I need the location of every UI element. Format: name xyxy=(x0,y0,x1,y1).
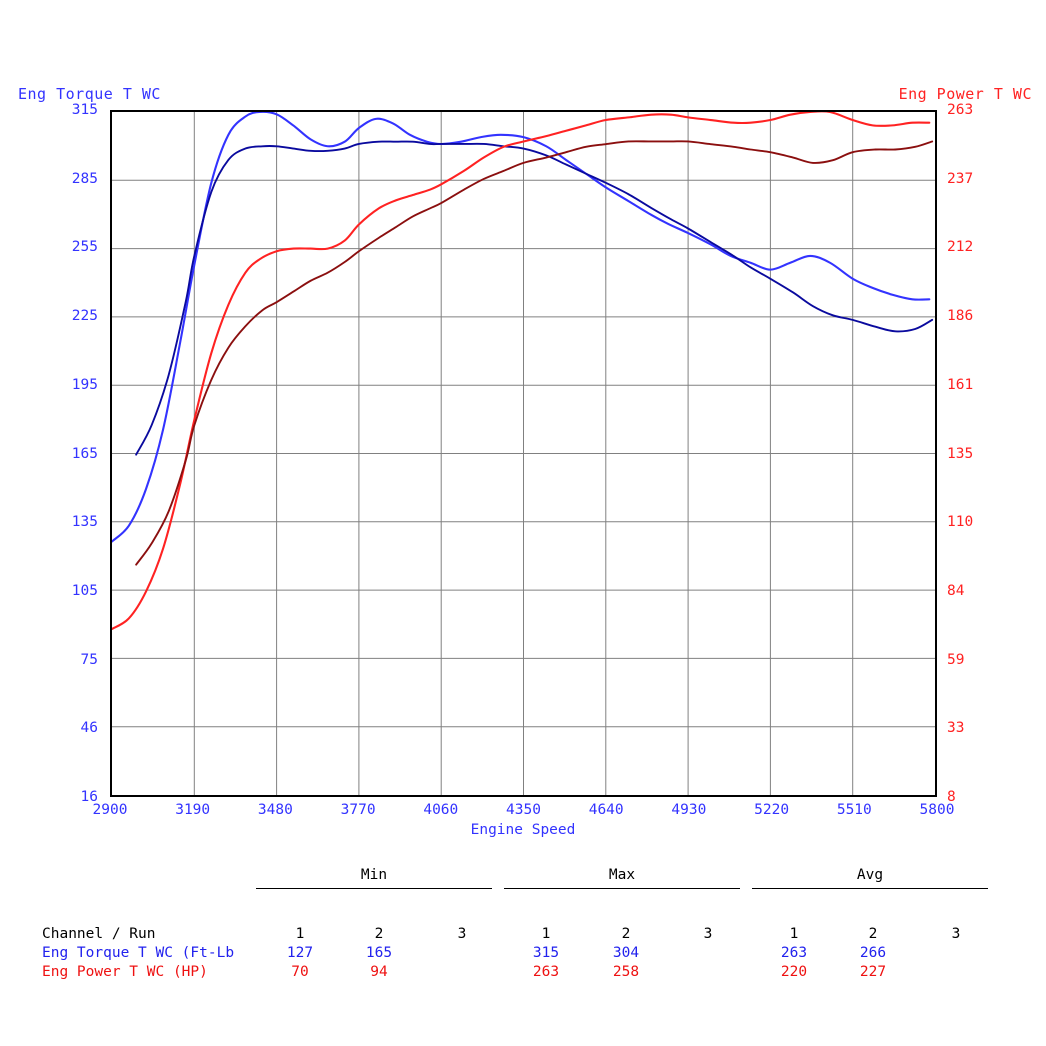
x-axis-tick-label: 5510 xyxy=(836,802,872,818)
series-path-0 xyxy=(112,112,931,543)
x-axis-tick-label: 3190 xyxy=(175,802,211,818)
x-axis-title: Engine Speed xyxy=(470,822,576,838)
x-axis-tick-label: 4350 xyxy=(506,802,541,818)
x-axis-tick-label: 5800 xyxy=(919,802,955,818)
summary-value-min: 127 xyxy=(286,945,314,961)
summary-value-avg: 227 xyxy=(859,964,887,980)
left-axis-tick-label: 255 xyxy=(71,239,98,256)
left-axis-title: Eng Torque T WC xyxy=(18,85,161,103)
summary-group-max: Max xyxy=(504,866,740,900)
summary-run-number: 1 xyxy=(295,926,305,942)
summary-value-avg: 266 xyxy=(859,945,887,961)
left-axis-tick-label: 285 xyxy=(71,170,98,187)
summary-run-number: 1 xyxy=(789,926,799,942)
left-axis-tick-label: 165 xyxy=(71,445,98,462)
summary-value-max: 304 xyxy=(612,945,640,961)
summary-value-max: 258 xyxy=(612,964,640,980)
x-axis-tick-label: 5220 xyxy=(754,802,790,818)
x-axis-tick-label: 3480 xyxy=(257,802,293,818)
summary-group-rule xyxy=(752,888,988,889)
summary-row-label: Eng Power T WC (HP) xyxy=(42,964,208,980)
summary-run-number: 2 xyxy=(621,926,631,942)
right-axis-tick-label: 8 xyxy=(947,789,956,805)
summary-header-row: Channel / Run 1 2 3 1 2 3 1 2 3 xyxy=(0,906,1046,942)
left-axis-tick-label: 75 xyxy=(80,651,98,668)
summary-value-max: 315 xyxy=(532,945,560,961)
summary-group-label: Min xyxy=(360,867,388,883)
summary-channel-header: Channel / Run xyxy=(42,926,156,942)
summary-run-number: 3 xyxy=(457,926,467,942)
x-axis-tick-label: 4930 xyxy=(671,802,707,818)
x-axis-tick-label: 4060 xyxy=(423,802,459,818)
summary-value-min: 70 xyxy=(291,964,309,980)
x-axis-tick-label: 4640 xyxy=(588,802,624,818)
series-path-2 xyxy=(112,112,931,630)
summary-group-rule xyxy=(504,888,740,889)
summary-value-min: 165 xyxy=(365,945,393,961)
summary-value-avg: 220 xyxy=(780,964,808,980)
grid-lines xyxy=(112,112,935,795)
summary-group-avg: Avg xyxy=(752,866,988,900)
plot-area xyxy=(110,110,937,797)
summary-run-number: 1 xyxy=(541,926,551,942)
summary-data-row: Eng Power T WC (HP) 70 94 263 258 220 227 xyxy=(0,944,1046,980)
right-axis-tick-label: 237 xyxy=(947,170,974,187)
left-axis-tick-label: 195 xyxy=(71,376,98,393)
right-axis-tick-label: 110 xyxy=(947,514,974,531)
x-axis-tick-label: 3770 xyxy=(340,802,376,818)
summary-row-label: Eng Torque T WC (Ft-Lb xyxy=(42,945,235,961)
summary-value-max: 263 xyxy=(532,964,560,980)
summary-group-min: Min xyxy=(256,866,492,900)
summary-run-number: 2 xyxy=(868,926,878,942)
curve-layer xyxy=(112,112,934,630)
summary-data-row: Eng Torque T WC (Ft-Lb 127 165 315 304 263 266 xyxy=(0,925,1046,961)
right-axis-tick-label: 33 xyxy=(947,720,965,737)
right-axis-title: Eng Power T WC xyxy=(898,85,1032,103)
right-axis-tick-label: 212 xyxy=(947,239,974,256)
summary-value-avg: 263 xyxy=(780,945,808,961)
right-axis-tick-label: 161 xyxy=(947,376,974,393)
left-axis-tick-label: 315 xyxy=(71,102,98,118)
right-axis-tick-label: 263 xyxy=(947,102,974,118)
left-axis-tick-label: 225 xyxy=(71,308,98,325)
summary-group-rule xyxy=(256,888,492,889)
left-axis-tick-label: 105 xyxy=(71,582,98,599)
right-axis-tick-label: 59 xyxy=(947,651,965,668)
left-axis-tick-label: 135 xyxy=(71,514,98,531)
series-path-3 xyxy=(135,140,934,566)
summary-run-number: 2 xyxy=(374,926,384,942)
right-axis-tick-label: 84 xyxy=(947,582,965,599)
right-axis-tick-label: 135 xyxy=(947,445,974,462)
summary-run-number: 3 xyxy=(703,926,713,942)
summary-value-min: 94 xyxy=(370,964,388,980)
summary-group-label: Avg xyxy=(856,867,884,883)
left-axis-tick-label: 16 xyxy=(80,789,98,805)
series-path-1 xyxy=(135,140,934,456)
summary-group-label: Max xyxy=(608,867,636,883)
x-axis-tick-label: 2900 xyxy=(92,802,128,818)
left-axis-tick-label: 46 xyxy=(80,720,98,737)
right-axis-tick-label: 186 xyxy=(947,308,974,325)
summary-run-number: 3 xyxy=(951,926,961,942)
